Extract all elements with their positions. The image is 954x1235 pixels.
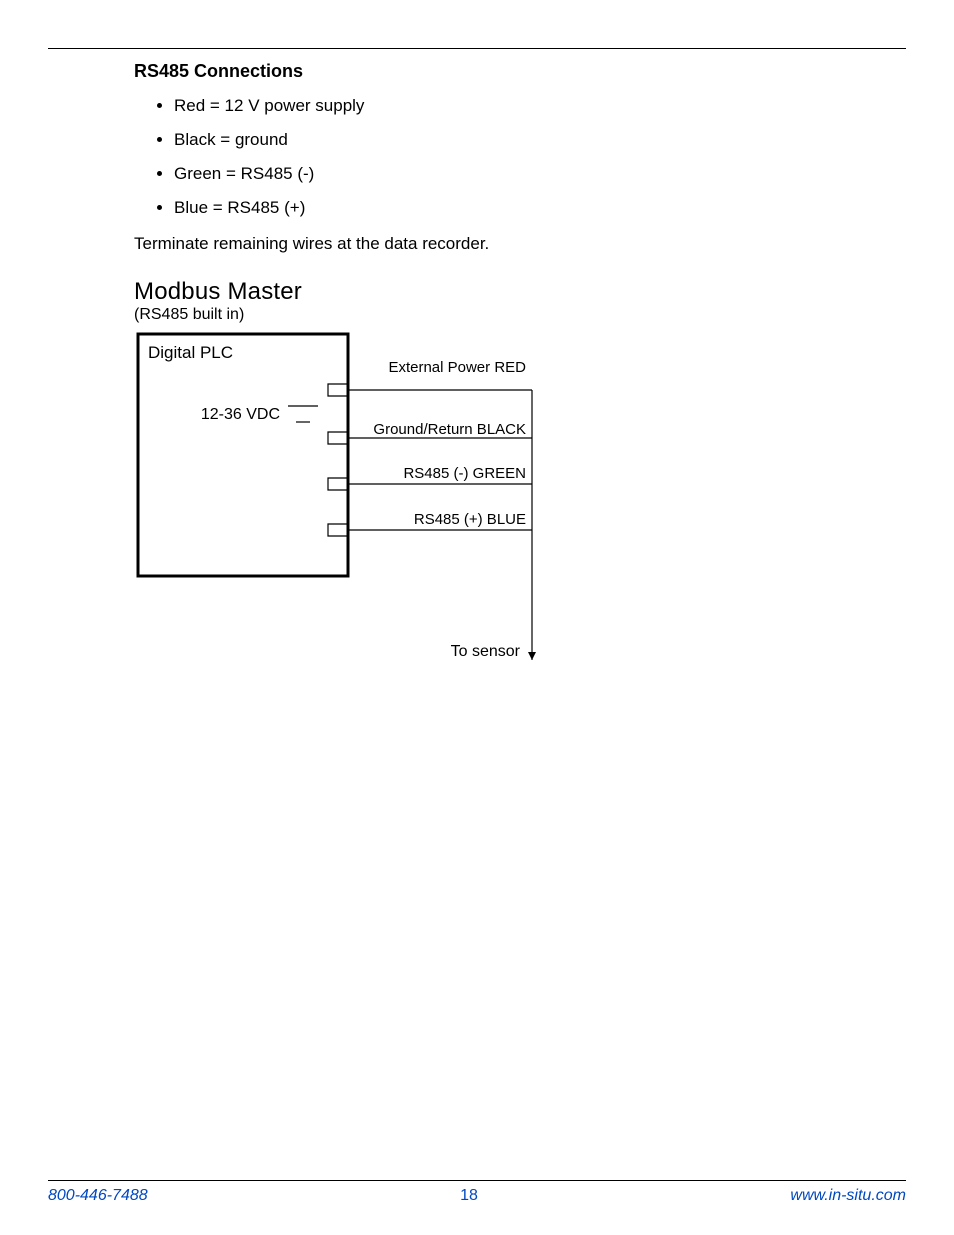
diagram: Modbus Master (RS485 built in) Digital P… [134, 278, 554, 695]
svg-text:12-36 VDC: 12-36 VDC [201, 406, 280, 423]
list-item: Blue = RS485 (+) [174, 198, 906, 218]
footer-rule [48, 1180, 906, 1181]
list-item: Black = ground [174, 130, 906, 150]
wiring-diagram: Digital PLC 12-36 VDC External Power RED Gr… [134, 330, 544, 690]
footer-phone: 800-446-7488 [48, 1187, 148, 1205]
svg-text:To sensor: To sensor [451, 643, 521, 660]
svg-text:Digital PLC: Digital PLC [148, 343, 233, 362]
top-rule [48, 48, 906, 49]
note-text: Terminate remaining wires at the data re… [134, 234, 906, 254]
footer-page-number: 18 [460, 1187, 478, 1205]
svg-text:RS485 (+) BLUE: RS485 (+) BLUE [414, 511, 526, 528]
footer-url: www.in-situ.com [790, 1187, 906, 1205]
diagram-heading: Modbus Master [134, 278, 554, 306]
svg-text:Ground/Return BLACK: Ground/Return BLACK [373, 421, 526, 438]
list-item: Green = RS485 (-) [174, 164, 906, 184]
section-title: RS485 Connections [134, 61, 906, 82]
content-area: RS485 Connections Red = 12 V power suppl… [134, 61, 906, 695]
footer: 800-446-7488 18 www.in-situ.com [48, 1180, 906, 1205]
diagram-subheading: (RS485 built in) [134, 306, 554, 324]
svg-text:External Power RED: External Power RED [388, 359, 526, 376]
svg-text:RS485 (-) GREEN: RS485 (-) GREEN [403, 465, 526, 482]
list-item: Red = 12 V power supply [174, 96, 906, 116]
bullet-list: Red = 12 V power supply Black = ground G… [174, 96, 906, 218]
